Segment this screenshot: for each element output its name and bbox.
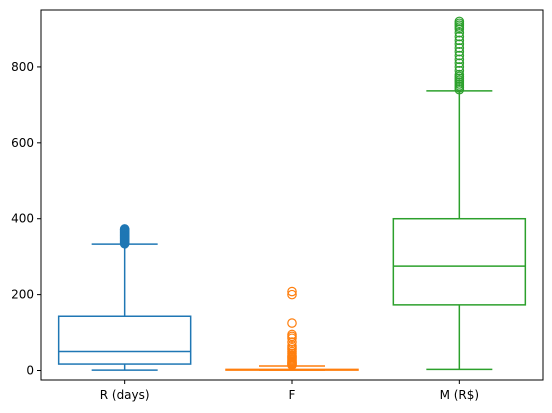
x-tick-label: R (days) bbox=[100, 388, 150, 402]
y-tick-label: 600 bbox=[11, 136, 34, 150]
y-axis: 0 200 400 600 800 bbox=[11, 60, 41, 378]
x-tick-label: M (R$) bbox=[440, 388, 480, 402]
x-axis: R (days) F M (R$) bbox=[100, 380, 479, 402]
y-tick-label: 0 bbox=[26, 364, 34, 378]
y-tick-label: 200 bbox=[11, 288, 34, 302]
y-tick-label: 400 bbox=[11, 212, 34, 226]
x-tick-label: F bbox=[289, 388, 296, 402]
plot-area bbox=[41, 10, 543, 380]
y-tick-label: 800 bbox=[11, 60, 34, 74]
